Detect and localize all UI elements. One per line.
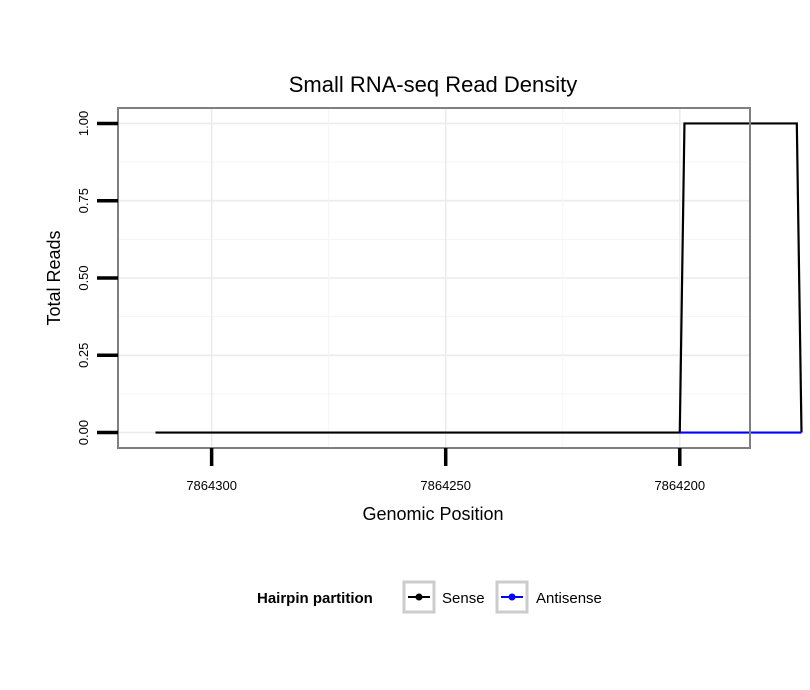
y-tick-label: 0.25 <box>76 343 91 368</box>
legend-item-sense: Sense <box>402 580 485 614</box>
chart-title: Small RNA-seq Read Density <box>289 72 578 97</box>
axes: 0.00 0.25 0.50 0.75 1.00 7864300 7864250 786420… <box>76 111 705 493</box>
series-line-sense <box>155 122 803 434</box>
legend: Hairpin partition Sense Antisense <box>257 580 602 614</box>
x-tick-label: 7864200 <box>654 478 705 493</box>
series-layer <box>155 122 803 434</box>
legend-item-antisense: Antisense <box>495 580 602 614</box>
y-tick-label: 0.00 <box>76 420 91 445</box>
legend-label-sense: Sense <box>442 590 485 607</box>
legend-title: Hairpin partition <box>257 590 373 607</box>
legend-label-antisense: Antisense <box>536 590 602 607</box>
y-axis-title: Total Reads <box>44 230 64 325</box>
x-axis-title: Genomic Position <box>362 504 503 524</box>
legend-key-point-antisense <box>508 593 516 601</box>
y-tick-label: 0.75 <box>76 188 91 213</box>
x-tick-label: 7864250 <box>420 478 471 493</box>
grid-lines <box>118 108 750 448</box>
y-tick-label: 1.00 <box>76 111 91 136</box>
x-tick-label: 7864300 <box>186 478 237 493</box>
y-tick-label: 0.50 <box>76 265 91 290</box>
legend-key-point-sense <box>415 593 423 601</box>
